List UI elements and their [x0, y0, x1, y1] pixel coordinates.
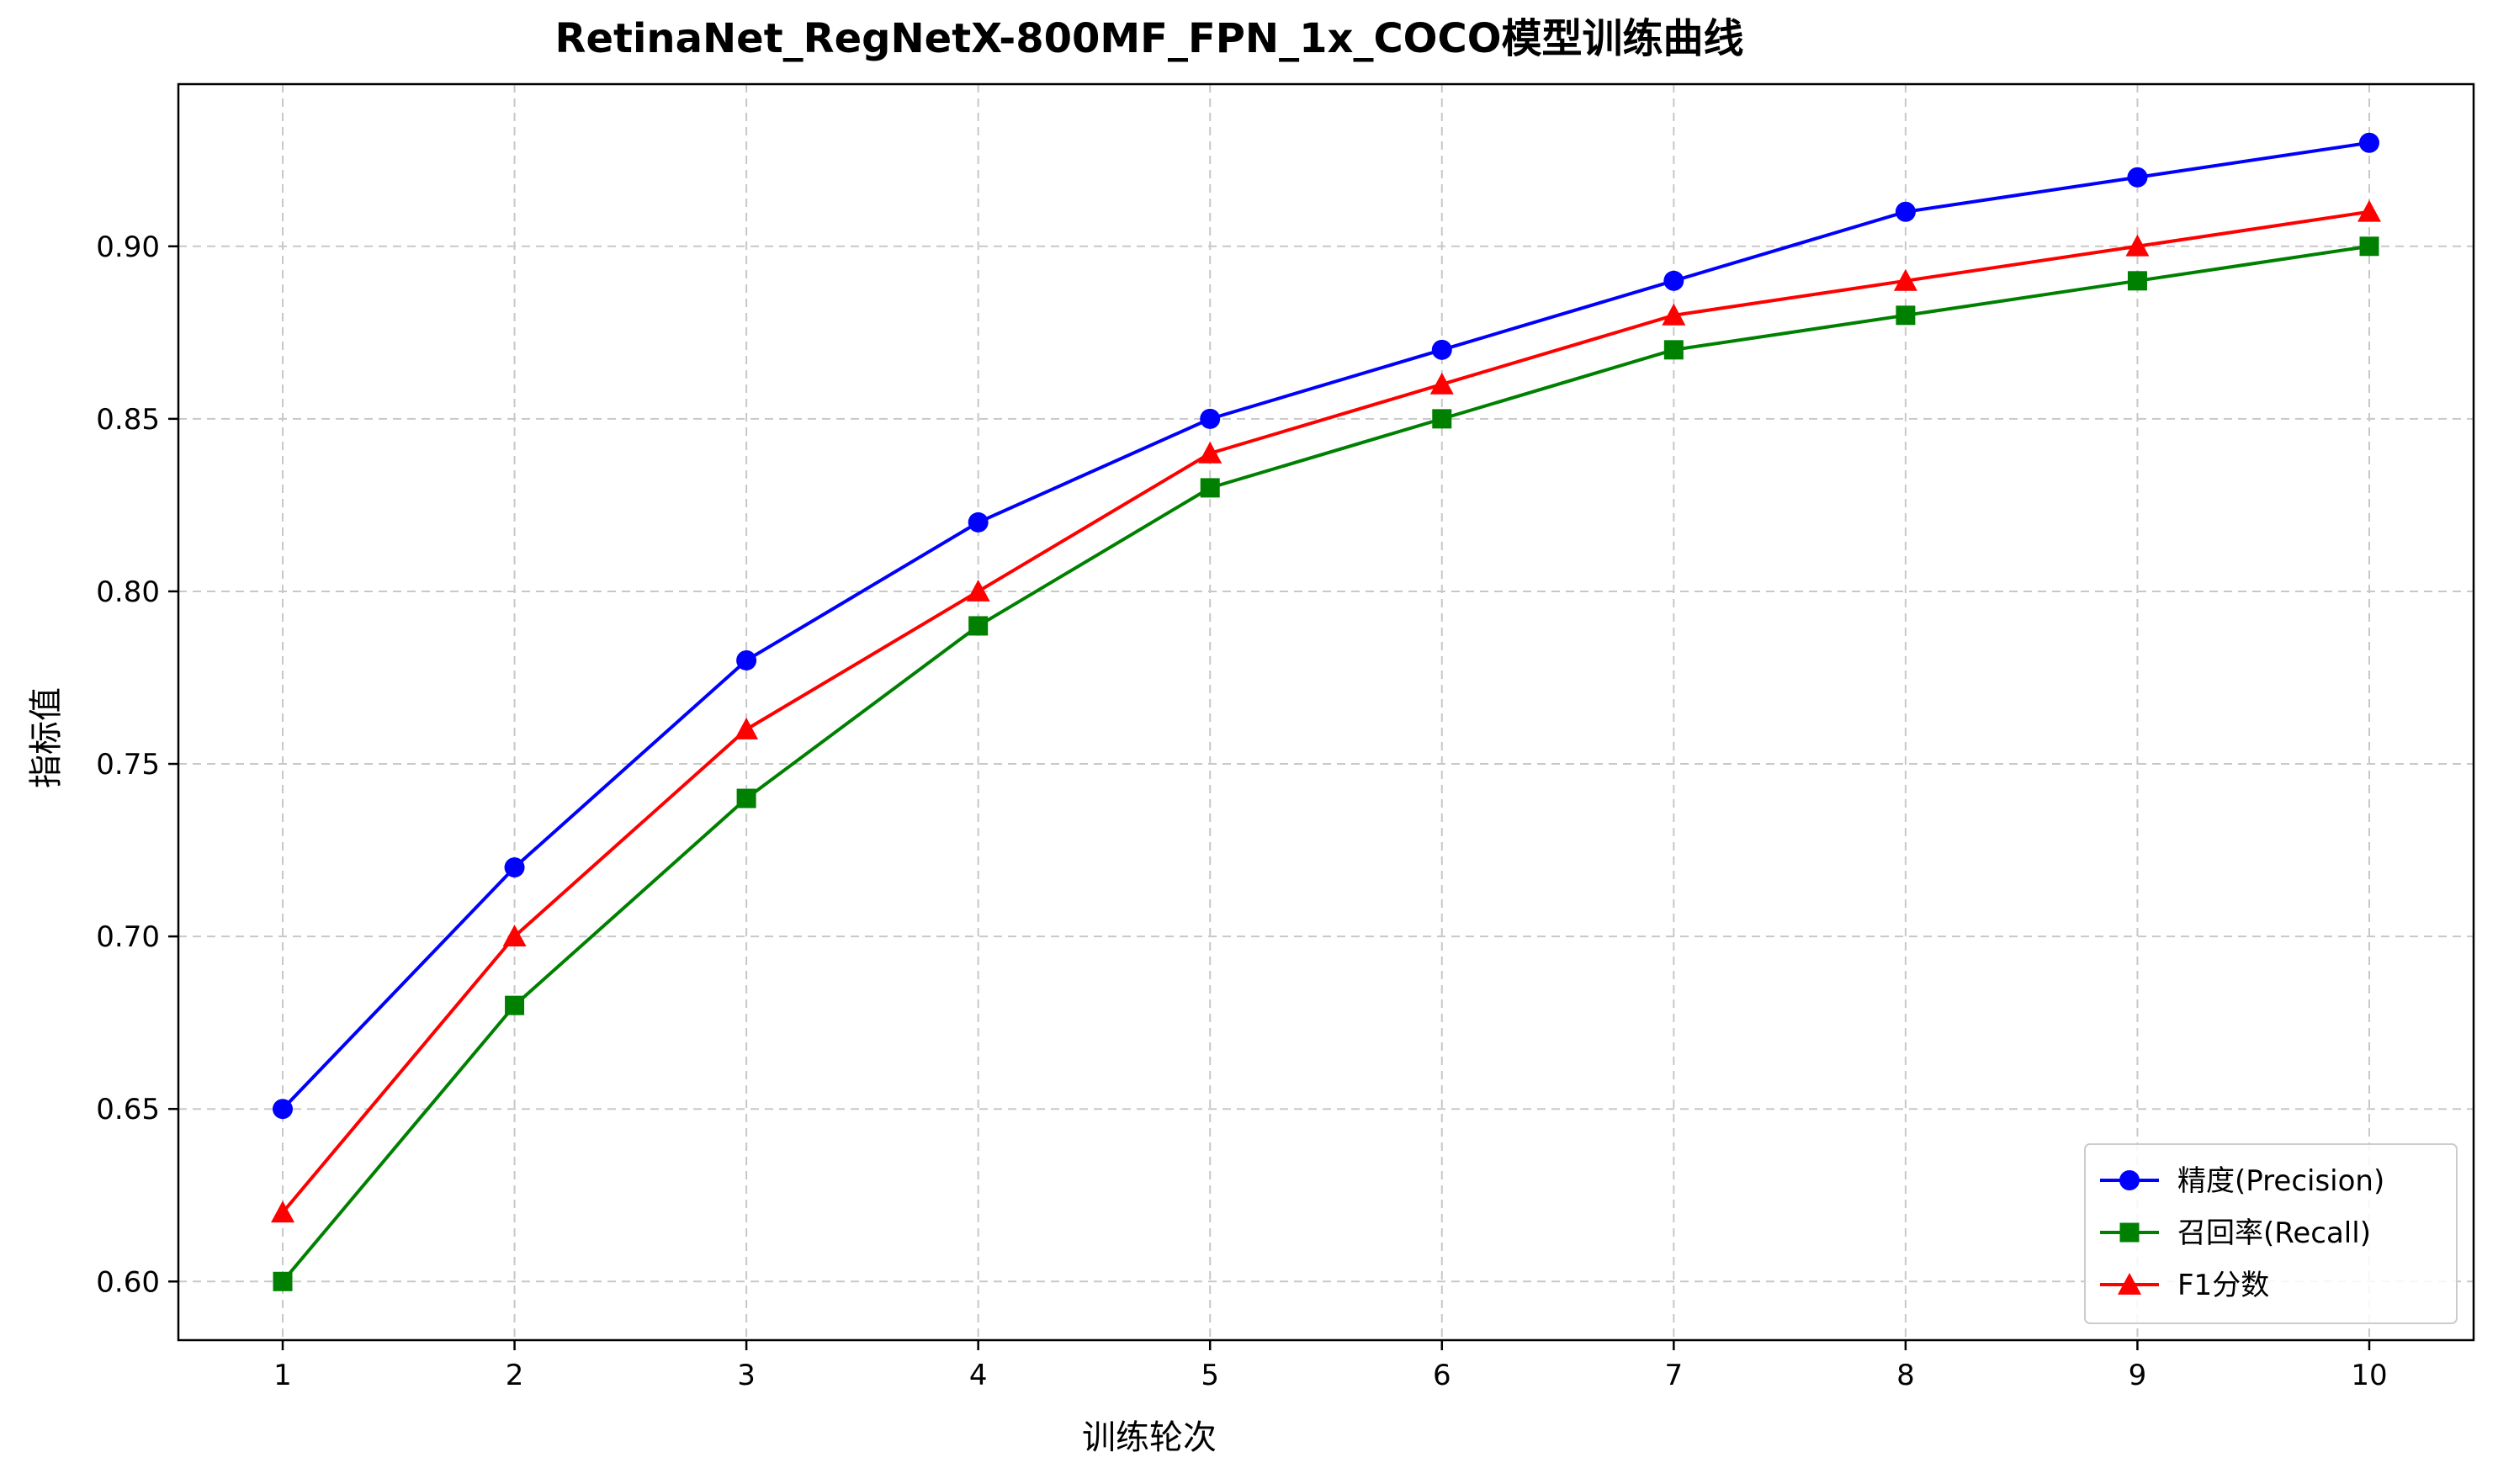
data-point — [736, 788, 756, 808]
y-tick-label: 0.75 — [96, 748, 160, 782]
data-point — [504, 857, 525, 878]
legend-label: 召回率(Recall) — [2177, 1216, 2371, 1250]
x-tick-label: 3 — [737, 1359, 756, 1392]
x-axis-label: 训练轮次 — [1082, 1418, 1217, 1457]
legend-item: F1分数 — [2100, 1269, 2269, 1302]
series-3 — [271, 199, 2381, 1223]
data-point — [2359, 132, 2379, 153]
x-tick-label: 1 — [273, 1359, 292, 1392]
x-tick-label: 7 — [1665, 1359, 1684, 1392]
data-point — [735, 718, 759, 739]
data-point — [1895, 201, 1916, 222]
series-line — [281, 244, 2370, 1283]
series-2 — [273, 236, 2379, 1291]
data-point — [271, 1200, 294, 1223]
data-point — [1663, 340, 1684, 360]
data-point — [736, 649, 757, 670]
x-tick-label: 2 — [506, 1359, 524, 1392]
chart-title: RetinaNet_RegNetX-800MF_FPN_1x_COCO模型训练曲… — [554, 15, 1743, 62]
y-tick-label: 0.80 — [96, 575, 160, 609]
legend-item: 精度(Precision) — [2100, 1164, 2384, 1198]
legend-box — [2084, 1143, 2458, 1324]
x-tick-label: 9 — [2129, 1359, 2147, 1392]
legend-item: 召回率(Recall) — [2100, 1216, 2371, 1250]
x-tick-label: 10 — [2351, 1359, 2387, 1392]
legend-label: F1分数 — [2177, 1269, 2269, 1302]
data-point — [1200, 408, 1221, 429]
data-point — [1431, 339, 1452, 360]
legend: 精度(Precision) 召回率(Recall) F1分数 — [2084, 1143, 2458, 1324]
data-point — [502, 925, 527, 947]
data-point — [1429, 372, 1454, 395]
x-tick-label: 8 — [1896, 1359, 1915, 1392]
data-point — [273, 1099, 293, 1120]
y-tick-label: 0.70 — [96, 920, 160, 954]
x-tick-label: 4 — [969, 1359, 988, 1392]
y-axis: 0.60 0.65 0.70 0.75 0.80 0.85 0.90 — [96, 231, 178, 1299]
data-point — [1662, 303, 1686, 326]
data-point — [2127, 167, 2148, 188]
legend-label: 精度(Precision) — [2177, 1164, 2384, 1198]
x-tick-label: 6 — [1433, 1359, 1451, 1392]
data-point — [2127, 271, 2147, 291]
data-point — [968, 511, 989, 533]
y-tick-label: 0.90 — [96, 231, 160, 264]
data-point — [1663, 270, 1684, 291]
y-tick-label: 0.65 — [96, 1093, 160, 1126]
data-point — [1200, 478, 1220, 498]
legend-marker — [2118, 1273, 2141, 1295]
data-point — [1896, 305, 1916, 326]
series-1 — [273, 132, 2379, 1120]
data-point — [1432, 409, 1452, 429]
data-point — [1198, 441, 1222, 464]
data-point — [2357, 199, 2381, 222]
legend-marker — [2119, 1222, 2140, 1243]
data-point — [968, 616, 989, 636]
data-point — [1893, 268, 1917, 291]
legend-marker — [2119, 1170, 2140, 1190]
x-tick-label: 5 — [1201, 1359, 1219, 1392]
x-axis: 1 2 3 4 5 6 7 8 9 10 — [273, 1340, 2388, 1392]
y-tick-label: 0.60 — [96, 1265, 160, 1299]
data-point — [505, 995, 525, 1015]
series-line — [281, 140, 2370, 1110]
plot-frame — [177, 82, 2475, 1342]
y-axis-label: 指标值 — [27, 687, 66, 788]
data-point — [273, 1271, 293, 1291]
series-layer — [271, 132, 2381, 1291]
y-tick-label: 0.85 — [96, 403, 160, 437]
data-point — [2125, 234, 2150, 257]
data-point — [966, 579, 990, 602]
data-point — [2359, 236, 2379, 257]
series-line — [281, 209, 2370, 1214]
